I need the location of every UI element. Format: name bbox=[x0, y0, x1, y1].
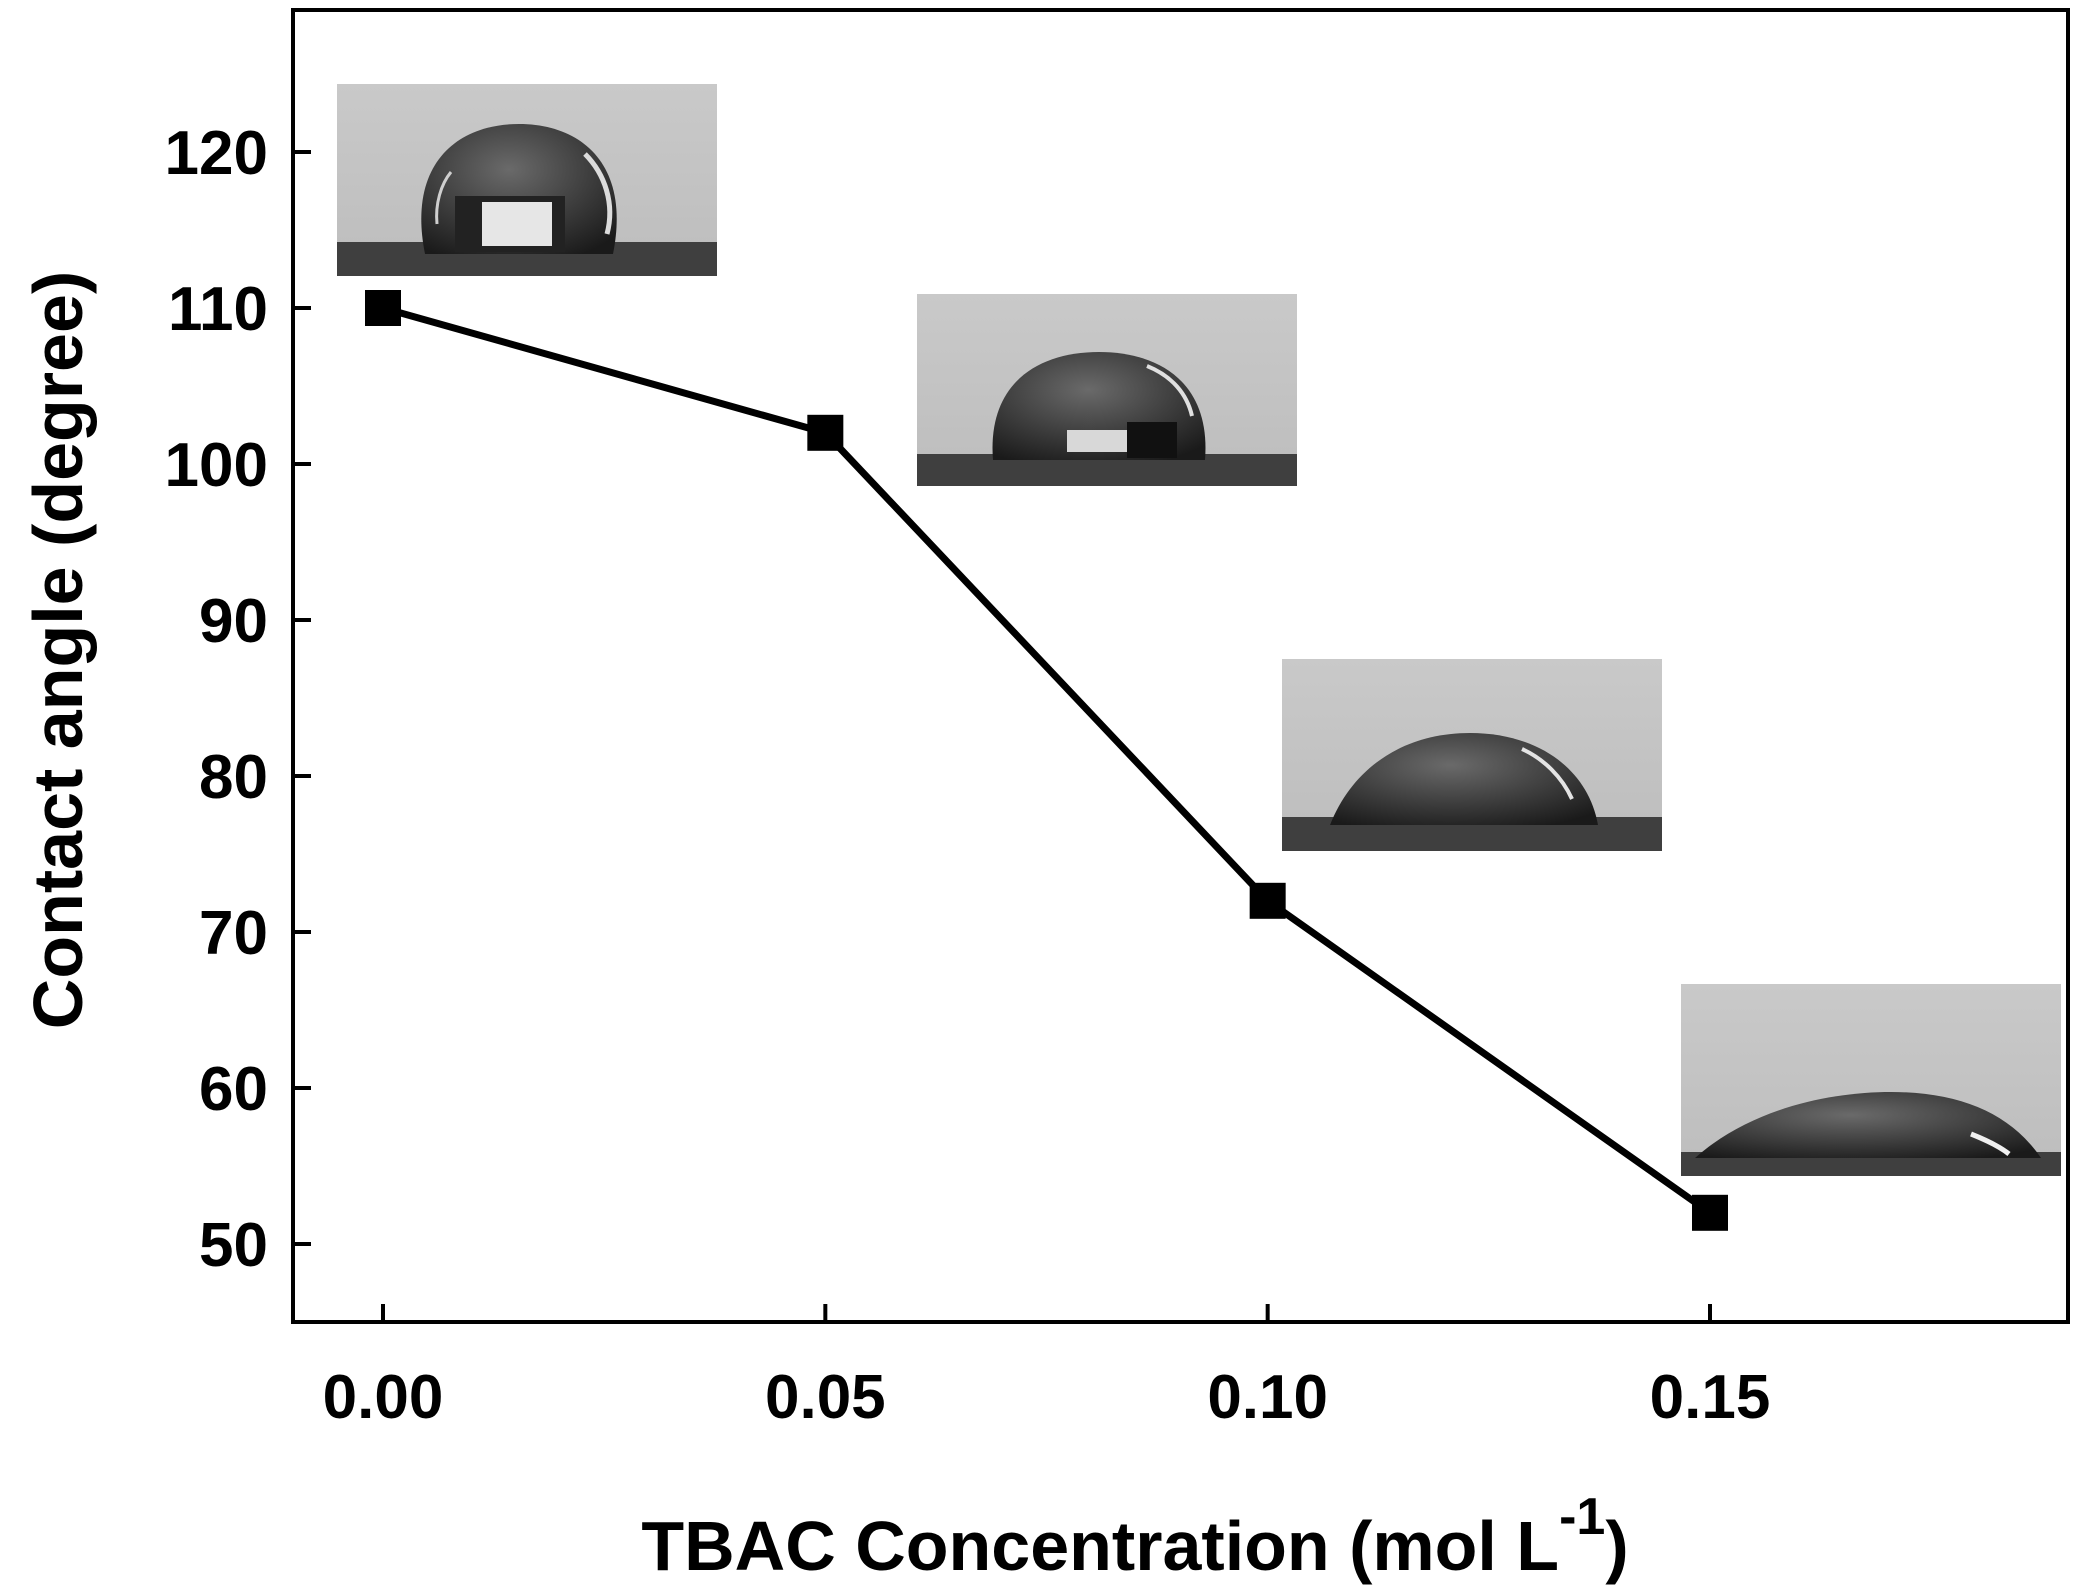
x-tick-label: 0.05 bbox=[765, 1363, 886, 1432]
data-point-marker bbox=[1692, 1194, 1728, 1231]
series-line bbox=[382, 304, 1713, 1216]
droplet-photo-0.05 bbox=[917, 294, 1297, 486]
data-point-marker bbox=[1249, 882, 1286, 919]
data-point-marker bbox=[365, 290, 401, 326]
x-axis-title-superscript: -1 bbox=[1559, 1488, 1605, 1546]
y-tick-label: 60 bbox=[199, 1055, 268, 1124]
x-tick-label: 0.00 bbox=[323, 1363, 444, 1432]
droplet-insets bbox=[337, 84, 2061, 1176]
y-tick-label: 100 bbox=[165, 431, 268, 500]
y-tick-label: 80 bbox=[199, 743, 268, 812]
x-ticks: 0.00 0.05 0.10 0.15 bbox=[323, 1304, 1771, 1432]
droplet-photo-0.00 bbox=[337, 84, 717, 276]
y-ticks: 50 60 70 80 90 100 110 120 bbox=[165, 119, 311, 1280]
series-layer bbox=[365, 290, 1728, 1231]
y-tick-label: 110 bbox=[168, 275, 268, 344]
y-axis-title: Contact angle (degree) bbox=[19, 271, 97, 1029]
data-point-marker bbox=[807, 414, 844, 451]
y-tick-label: 70 bbox=[199, 899, 268, 968]
droplet-photo-0.15 bbox=[1681, 984, 2061, 1176]
axes-frame bbox=[291, 8, 2070, 1324]
droplet-photo-0.10 bbox=[1282, 659, 1662, 851]
x-axis-title: TBAC Concentration (mol L-1) bbox=[641, 1488, 1628, 1585]
x-axis-title-main: TBAC Concentration (mol L bbox=[641, 1507, 1559, 1585]
y-tick-label: 50 bbox=[199, 1211, 268, 1280]
x-tick-label: 0.15 bbox=[1650, 1363, 1771, 1432]
x-tick-label: 0.10 bbox=[1207, 1363, 1328, 1432]
y-tick-label: 120 bbox=[165, 119, 268, 188]
x-axis-title-close: ) bbox=[1605, 1507, 1628, 1585]
y-tick-label: 90 bbox=[199, 587, 268, 656]
